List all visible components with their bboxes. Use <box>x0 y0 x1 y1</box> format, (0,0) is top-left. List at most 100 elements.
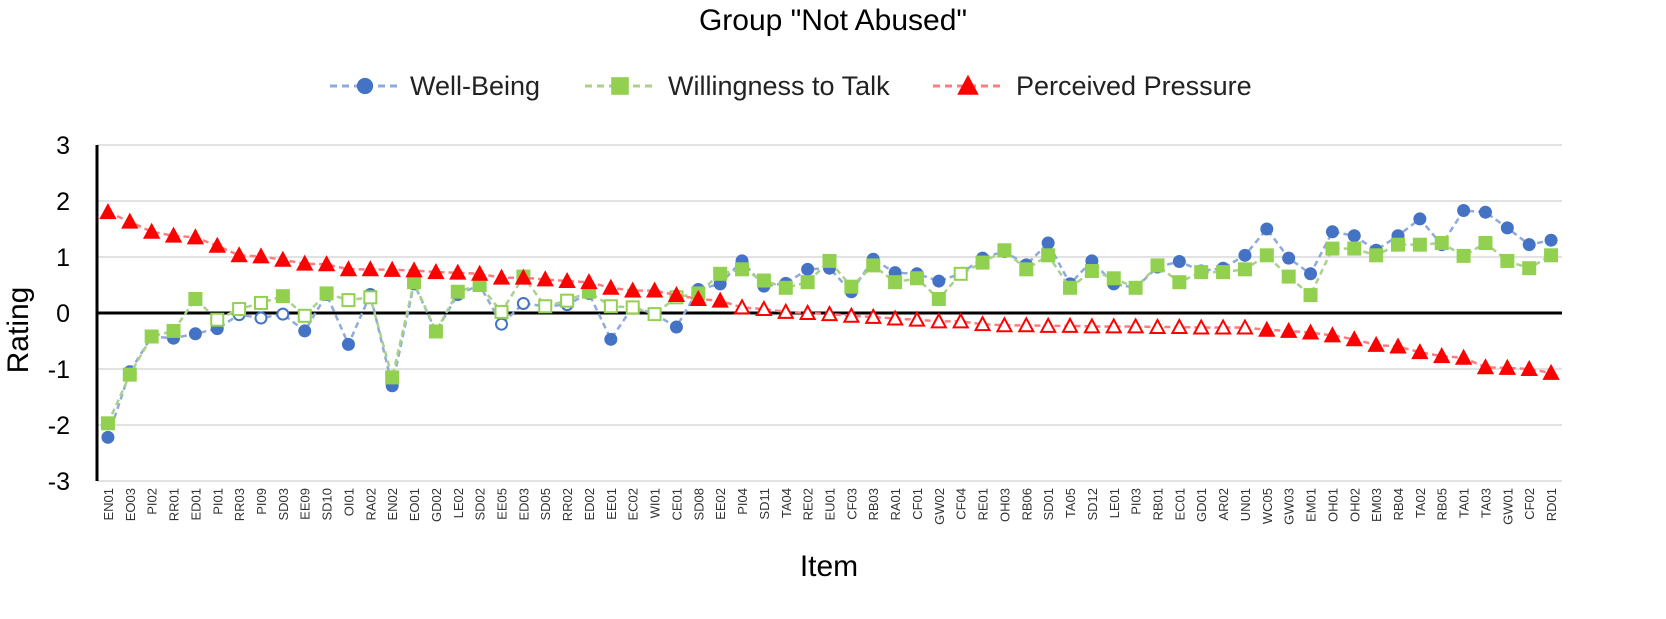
x-tick-label: EE01 <box>604 488 619 520</box>
data-point <box>536 270 554 287</box>
data-point <box>164 226 183 243</box>
data-point <box>297 308 312 323</box>
data-point <box>142 222 161 239</box>
x-tick-label: PI01 <box>210 488 225 515</box>
data-point <box>1369 248 1384 263</box>
data-point <box>1434 236 1449 250</box>
data-point <box>1281 269 1296 284</box>
series-perceived-pressure <box>99 203 1560 380</box>
data-point <box>1063 280 1078 295</box>
x-tick-label: RB05 <box>1435 488 1450 521</box>
data-point <box>778 280 793 295</box>
data-point <box>1301 323 1320 340</box>
data-point <box>1411 343 1429 360</box>
data-point <box>1084 264 1099 278</box>
x-tick-label: RR01 <box>167 488 182 521</box>
x-tick-label: RR02 <box>560 488 575 521</box>
data-point <box>932 274 946 288</box>
data-point <box>1282 251 1296 265</box>
data-point <box>801 262 815 276</box>
y-tick-label: 1 <box>56 244 70 272</box>
data-point <box>930 312 948 329</box>
data-point <box>494 304 509 319</box>
data-point <box>1389 337 1407 354</box>
data-point <box>624 281 642 298</box>
data-point <box>800 275 815 290</box>
x-tick-label: GD01 <box>1194 488 1209 522</box>
x-tick-label: SD08 <box>691 488 706 521</box>
data-point <box>1522 261 1537 276</box>
data-point <box>952 312 970 329</box>
data-point <box>1083 317 1101 334</box>
data-point <box>166 323 181 338</box>
data-point <box>144 329 159 344</box>
data-point <box>931 292 946 306</box>
x-tick-label: EO03 <box>123 488 138 521</box>
y-axis-ticks: -3 -2 -1 0 1 2 3 <box>48 132 70 496</box>
y-tick-label: 3 <box>56 132 70 160</box>
data-point <box>121 212 139 229</box>
data-point <box>1105 317 1123 334</box>
x-tick-label: GD02 <box>429 488 444 522</box>
data-point <box>973 315 992 332</box>
data-point <box>1412 237 1427 252</box>
data-point <box>1192 318 1210 335</box>
data-point <box>713 266 728 281</box>
data-point <box>1148 317 1167 334</box>
data-point <box>604 332 618 346</box>
data-point <box>1478 236 1493 250</box>
data-point <box>492 268 511 285</box>
data-point <box>1061 316 1079 333</box>
data-point <box>276 307 290 321</box>
data-point <box>514 268 533 285</box>
data-point <box>580 273 598 290</box>
data-point <box>516 296 530 310</box>
data-point <box>689 289 707 306</box>
data-point <box>886 309 904 326</box>
data-point <box>733 298 751 315</box>
x-tick-label: RD01 <box>1544 488 1559 521</box>
x-tick-label: CF04 <box>954 488 969 520</box>
data-point <box>603 299 618 314</box>
data-point <box>495 317 509 331</box>
data-point <box>186 228 205 245</box>
x-tick-label: GW01 <box>1500 488 1515 525</box>
x-tick-label: RB01 <box>1150 488 1165 521</box>
x-tick-label: RE02 <box>801 488 816 521</box>
legend-label: Perceived Pressure <box>1016 71 1252 101</box>
legend-item: Willingness to Talk <box>585 71 890 101</box>
data-point <box>1457 204 1471 218</box>
data-point <box>1476 358 1495 375</box>
data-point <box>1323 326 1342 343</box>
x-tick-label: PI02 <box>145 488 160 515</box>
legend-label: Willingness to Talk <box>668 71 890 101</box>
data-point <box>361 260 379 277</box>
data-point <box>122 367 137 382</box>
data-point <box>1194 265 1209 280</box>
x-tick-label: RA01 <box>888 488 903 521</box>
data-point <box>1347 229 1361 243</box>
data-point <box>407 275 422 290</box>
data-point <box>602 278 620 295</box>
x-tick-label: GW02 <box>932 488 947 525</box>
x-tick-label: EN01 <box>101 488 116 521</box>
x-tick-label: OH02 <box>1347 488 1362 522</box>
data-point <box>383 260 401 277</box>
series-willingness-to-talk <box>100 236 1559 431</box>
data-point <box>756 273 771 288</box>
data-point <box>647 307 662 322</box>
x-tick-label: GW03 <box>1282 488 1297 525</box>
data-point <box>1106 271 1121 286</box>
data-point <box>1172 275 1187 290</box>
data-point <box>1522 238 1536 252</box>
x-tick-label: OI01 <box>341 488 356 516</box>
data-point <box>560 293 575 308</box>
data-point <box>428 324 443 339</box>
data-point <box>1498 358 1517 375</box>
x-tick-label: SD03 <box>276 488 291 521</box>
data-point <box>1478 205 1492 219</box>
data-point <box>842 306 861 323</box>
data-point <box>667 285 686 303</box>
legend-marker <box>356 77 374 95</box>
